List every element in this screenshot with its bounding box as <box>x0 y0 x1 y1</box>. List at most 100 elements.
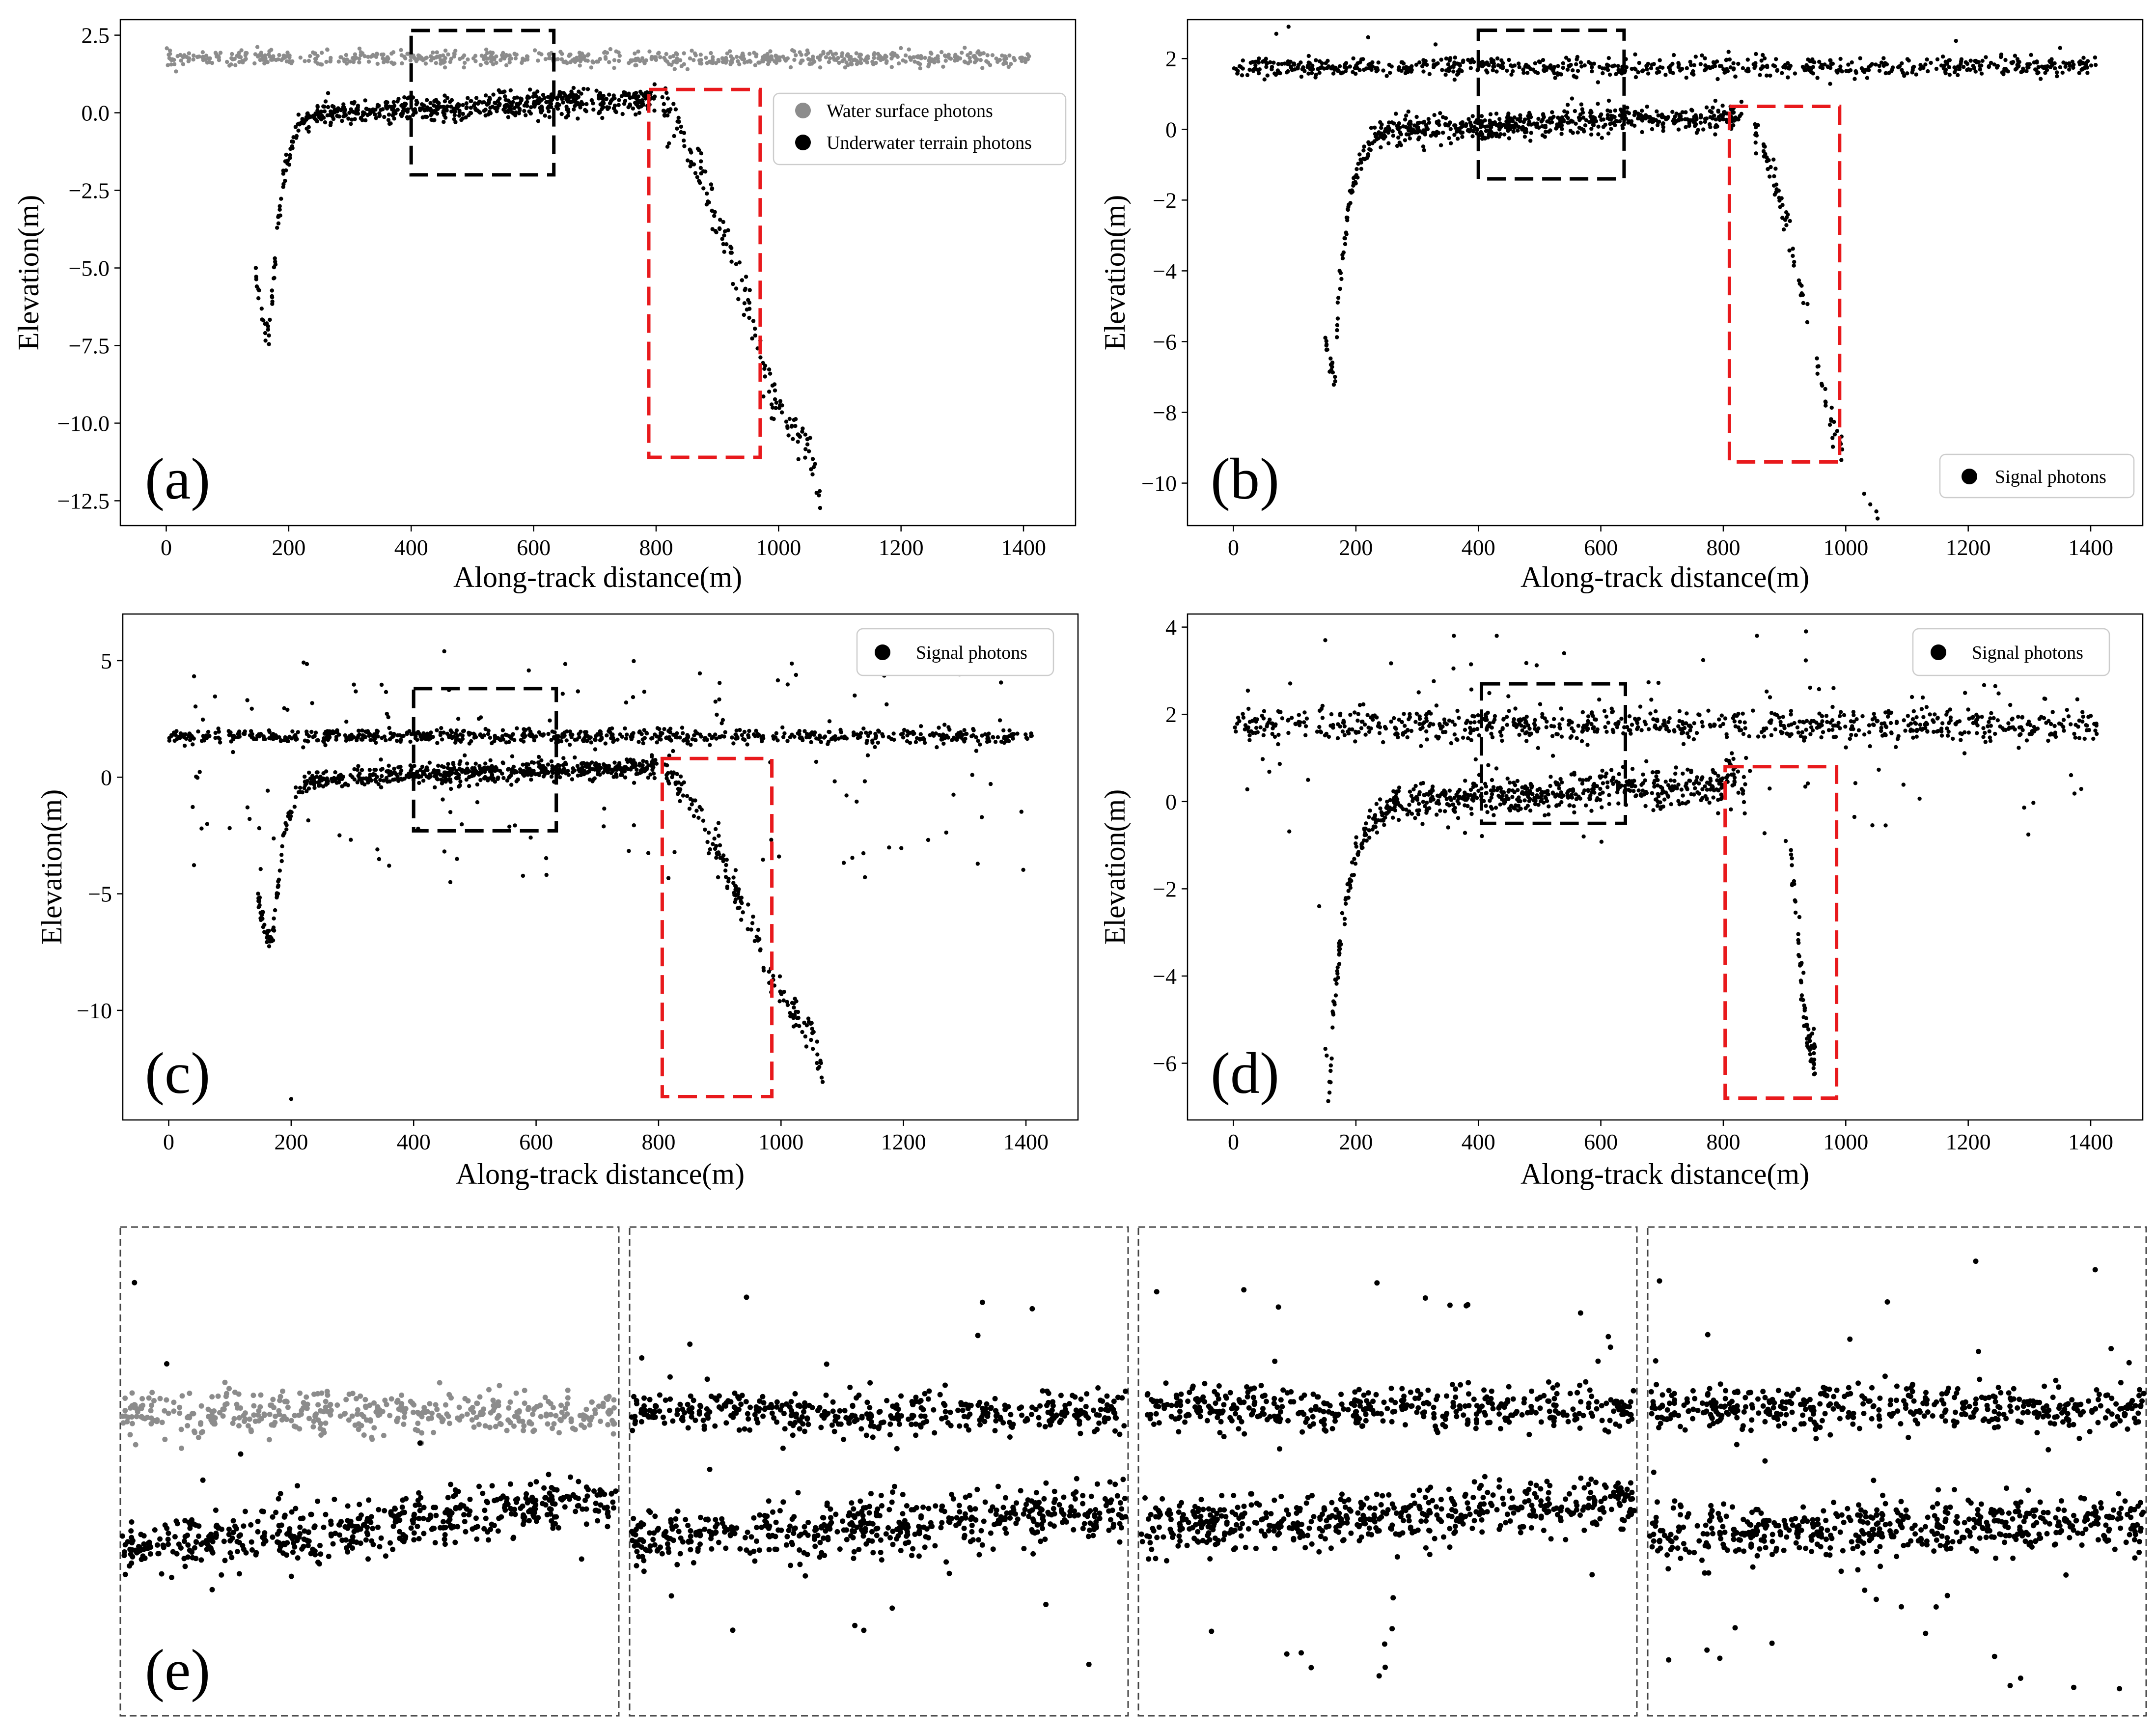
photon-point <box>628 102 632 107</box>
photon-point <box>644 760 649 764</box>
photon-point <box>359 737 364 742</box>
photon-point <box>367 112 372 116</box>
photon-point <box>316 111 321 115</box>
photon-point <box>256 892 260 896</box>
photon-point <box>1788 219 1792 223</box>
photon-point <box>359 115 363 120</box>
photon-point <box>1574 121 1578 126</box>
photon-point <box>444 107 449 112</box>
photon-point <box>693 171 698 175</box>
x-tick-label: 1400 <box>1001 535 1046 560</box>
photon-point <box>912 55 916 59</box>
photon-point <box>565 107 569 112</box>
photon-point <box>507 734 512 739</box>
photon-point <box>813 462 817 466</box>
photon-point <box>296 112 301 117</box>
photon-point <box>693 798 697 803</box>
photon-point <box>2060 70 2065 75</box>
photon-point <box>926 64 931 69</box>
photon-point <box>1248 60 1253 65</box>
photon-point <box>525 94 530 99</box>
photon-point <box>658 55 663 59</box>
photon-point <box>986 60 991 65</box>
photon-point <box>259 911 264 915</box>
photon-point <box>782 731 787 736</box>
photon-point <box>1449 141 1453 145</box>
photon-point <box>817 489 822 493</box>
photon-point <box>367 768 372 772</box>
photon-point <box>709 182 714 187</box>
photon-point <box>1762 144 1767 148</box>
photon-point <box>218 736 222 741</box>
photon-point <box>1846 62 1851 67</box>
photon-point <box>1765 65 1769 69</box>
photon-point <box>1861 68 1865 73</box>
y-tick-label: −10 <box>1141 471 1177 496</box>
photon-point <box>478 778 483 782</box>
photon-point <box>1711 105 1715 110</box>
photon-point <box>1480 119 1485 124</box>
photon-point <box>358 771 362 776</box>
photon-point <box>178 735 182 740</box>
photon-point <box>1661 125 1665 129</box>
photon-point <box>573 98 578 103</box>
photon-point <box>716 875 720 880</box>
photon-point <box>1300 67 1305 71</box>
photon-point <box>187 51 191 56</box>
photon-point <box>1302 720 1306 725</box>
photon-point <box>169 62 173 67</box>
photon-point <box>568 100 573 105</box>
photon-point <box>541 92 546 97</box>
photon-point <box>899 846 904 850</box>
photon-point <box>731 281 735 286</box>
photon-point <box>380 774 384 779</box>
photon-point <box>1370 60 1375 65</box>
photon-point <box>2021 66 2025 71</box>
photon-point <box>678 799 682 804</box>
photon-point <box>757 60 762 65</box>
photon-point <box>824 55 829 59</box>
photon-point <box>281 833 285 838</box>
photon-point <box>2017 63 2021 68</box>
photon-point <box>662 102 666 106</box>
photon-point <box>647 49 652 54</box>
photon-point <box>803 455 807 460</box>
photon-point <box>981 51 986 56</box>
photon-point <box>723 875 728 879</box>
photon-point <box>487 95 492 100</box>
photon-point <box>1881 56 1886 60</box>
photon-point <box>788 65 793 70</box>
photon-point <box>546 771 551 775</box>
photon-point <box>863 875 867 880</box>
photon-point <box>872 51 877 56</box>
photon-point <box>1366 35 1370 40</box>
photon-point <box>580 761 584 766</box>
photon-point <box>519 98 524 103</box>
photon-point <box>1578 112 1583 117</box>
photon-point <box>792 1013 797 1017</box>
photon-point <box>627 61 631 65</box>
photon-point <box>779 991 783 996</box>
photon-point <box>1412 123 1417 128</box>
photon-point <box>1448 127 1453 131</box>
photon-point <box>1692 721 1696 726</box>
photon-point <box>331 116 336 121</box>
photon-point <box>1784 210 1789 215</box>
photon-point <box>1394 112 1398 116</box>
photon-point <box>311 50 315 55</box>
photon-point <box>1329 368 1333 372</box>
photon-point <box>388 731 393 735</box>
photon-point <box>2063 64 2068 69</box>
photon-point <box>360 781 364 785</box>
photon-point <box>685 67 690 72</box>
photon-point <box>259 307 264 311</box>
photon-point <box>283 159 288 164</box>
photon-point <box>960 51 964 55</box>
photon-point <box>1879 60 1884 65</box>
photon-point <box>1417 722 1422 726</box>
photon-point <box>839 54 844 58</box>
photon-point <box>710 187 714 191</box>
photon-point <box>167 48 172 53</box>
photon-point <box>1632 123 1637 128</box>
panel-d-frame <box>1187 613 2144 1121</box>
